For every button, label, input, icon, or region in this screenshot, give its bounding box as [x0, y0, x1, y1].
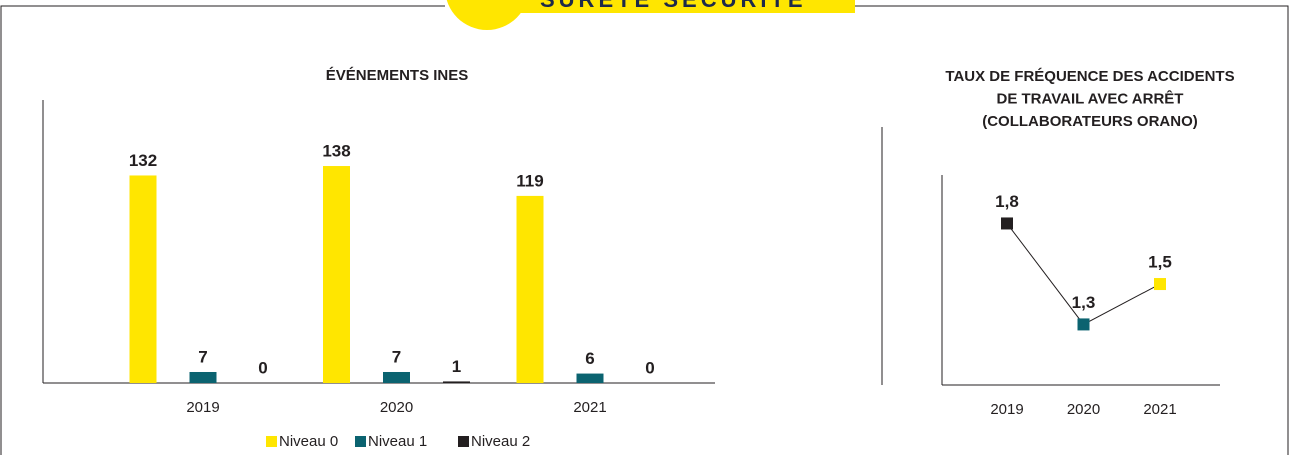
- bar: [323, 166, 350, 383]
- legend-swatch: [266, 436, 277, 447]
- data-label: 7: [392, 347, 401, 366]
- data-label: 119: [516, 171, 543, 190]
- bar: [189, 371, 217, 383]
- chart-title: (COLLABORATEURS ORANO): [982, 113, 1198, 130]
- data-label: 6: [585, 349, 594, 368]
- bar: [443, 381, 470, 383]
- bar: [129, 175, 157, 383]
- chart-title: ÉVÉNEMENTS INES: [326, 67, 469, 84]
- data-label: 0: [258, 358, 267, 377]
- data-label: 7: [198, 347, 207, 366]
- point: [1077, 318, 1090, 331]
- header-title: SÛRETÉ SÉCURITÉ: [540, 0, 807, 12]
- chart-title: TAUX DE FRÉQUENCE DES ACCIDENTS: [945, 68, 1234, 85]
- data-label: 138: [322, 142, 350, 161]
- data-label: 1,3: [1072, 293, 1096, 312]
- bar: [383, 371, 410, 383]
- x-tick-label: 2019: [990, 401, 1023, 418]
- x-tick-label: 2020: [380, 399, 413, 416]
- data-label: 132: [129, 151, 157, 170]
- header-band: [500, 0, 855, 13]
- legend-label: Niveau 2: [471, 433, 530, 450]
- frame: [0, 5, 1289, 455]
- legend-swatch: [355, 436, 366, 447]
- data-label: 0: [645, 358, 654, 377]
- legend-label: Niveau 1: [368, 433, 427, 450]
- data-label: 1: [452, 357, 461, 376]
- data-label: 1,8: [995, 192, 1019, 211]
- legend-swatch: [458, 436, 469, 447]
- x-tick-label: 2019: [186, 399, 219, 416]
- data-label: 1,5: [1148, 253, 1172, 272]
- x-tick-label: 2021: [1143, 401, 1176, 418]
- x-tick-label: 2020: [1067, 401, 1100, 418]
- bar: [516, 195, 544, 383]
- point: [1154, 278, 1166, 291]
- x-tick-label: 2021: [573, 399, 606, 416]
- legend-label: Niveau 0: [279, 433, 338, 450]
- chart-title: DE TRAVAIL AVEC ARRÊT: [997, 89, 1184, 107]
- bar: [576, 373, 604, 383]
- point: [1001, 217, 1013, 230]
